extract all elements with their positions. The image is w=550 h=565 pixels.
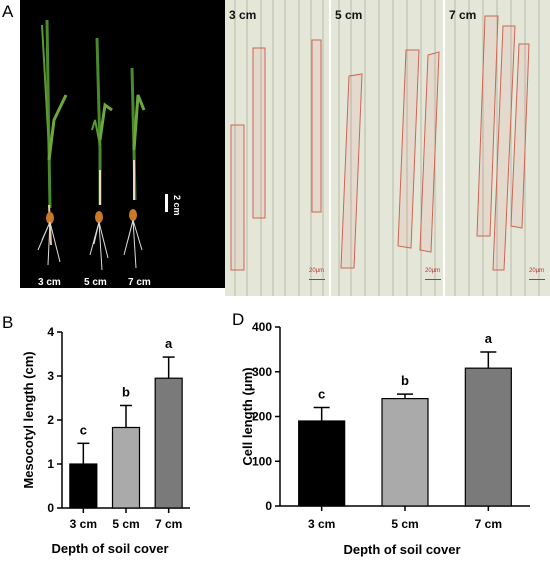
micrograph-scale-bar-3cm	[309, 279, 325, 280]
chart-b-x-tick-label: 5 cm	[112, 517, 139, 531]
panel-letter-d: D	[232, 310, 245, 329]
chart-d-x-axis-title: Depth of soil cover	[343, 542, 460, 557]
chart-b-x-tick-label: 7 cm	[155, 517, 182, 531]
chart-b-y-tick-label: 1	[47, 457, 54, 471]
seedling-photo: 3 cm 5 cm 7 cm 2 cm	[20, 0, 225, 288]
chart-b-significance-letter: a	[165, 336, 173, 351]
chart-d-x-tick-label: 7 cm	[475, 517, 502, 531]
chart-b-significance-letter: b	[122, 384, 130, 399]
plant-label-5cm: 5 cm	[84, 277, 107, 288]
chart-b-y-tick-label: 3	[47, 369, 54, 383]
chart-d-y-tick-label: 200	[252, 410, 272, 424]
micrograph-7cm-cells	[454, 0, 540, 296]
chart-d-bar	[464, 367, 512, 507]
micrograph-label-3cm: 3 cm	[229, 8, 257, 22]
micrograph-scale-label-3cm: 20μm	[309, 268, 325, 274]
chart-d-y-tick-label: 0	[265, 499, 272, 513]
micrograph-scale-label-7cm: 20μm	[529, 268, 545, 274]
micrograph-scale-bar-5cm	[425, 279, 441, 280]
chart-b-bar	[154, 377, 183, 509]
micrograph-5cm-cells	[338, 0, 440, 296]
chart-d-x-tick-label: 5 cm	[391, 517, 418, 531]
seedling-7cm	[123, 67, 146, 269]
seedling-5cm	[89, 37, 113, 271]
chart-b-y-axis-title: Mesocotyl length (cm)	[21, 351, 36, 488]
chart-d-significance-letter: b	[401, 373, 409, 388]
chart-b-bar	[111, 426, 141, 509]
chart-b-significance-letter: c	[80, 422, 87, 437]
chart-d-bar	[381, 397, 429, 507]
chart-b-y-tick-label: 0	[47, 501, 54, 515]
chart-b-y-tick-label: 2	[47, 413, 54, 427]
chart-d-y-axis-title: Cell length (μm)	[240, 367, 255, 465]
panel-letter-a: A	[2, 2, 14, 21]
chart-d-significance-letter: c	[318, 387, 325, 402]
micrograph-5cm: 5 cm 20μm	[331, 0, 443, 296]
micrograph-3cm-cells	[230, 0, 324, 296]
chart-b-x-tick-label: 3 cm	[70, 517, 97, 531]
micrograph-label-5cm: 5 cm	[335, 8, 363, 22]
chart-b-x-axis-title: Depth of soil cover	[51, 541, 168, 556]
micrograph-7cm: 7 cm 20μm	[445, 0, 550, 296]
micrograph-label-7cm: 7 cm	[449, 8, 477, 22]
chart-d-y-tick-label: 300	[252, 365, 272, 379]
chart-d-x-tick-label: 3 cm	[308, 517, 335, 531]
seedling-3cm	[37, 19, 68, 266]
micrograph-scale-label-5cm: 20μm	[425, 268, 441, 274]
chart-d-y-tick-label: 400	[252, 320, 272, 334]
panel-letter-b: B	[2, 313, 14, 332]
seedling-drawing	[37, 19, 146, 271]
micrograph-scale-bar-7cm	[529, 279, 545, 280]
chart-b-bar	[69, 463, 98, 509]
micrograph-3cm: 3 cm 20μm	[225, 0, 329, 296]
chart-d-y-tick-label: 100	[252, 454, 272, 468]
chart-d-significance-letter: a	[485, 331, 493, 346]
photo-scale-label: 2 cm	[172, 195, 182, 216]
cell-length-chart: 0 100 200 300 400 c 3 cm b 5 cm a 7 cm Depth of soi…	[240, 320, 530, 557]
plant-label-7cm: 7 cm	[128, 277, 151, 288]
chart-d-bar	[298, 420, 346, 507]
photo-scale-bar	[165, 194, 168, 212]
chart-b-y-tick-label: 4	[47, 325, 54, 339]
mesocotyl-length-chart: 0 1 2 3 4 c 3 cm b 5 cm a 7 cm Depth of soil cover M…	[21, 325, 190, 556]
plant-label-3cm: 3 cm	[38, 277, 61, 288]
